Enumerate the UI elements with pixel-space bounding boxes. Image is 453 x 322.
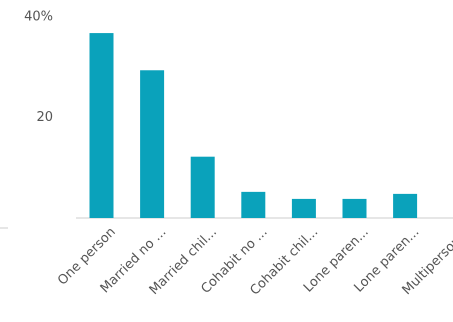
y-tick-label: 20	[36, 110, 53, 125]
y-tick-label: 40%	[24, 10, 53, 25]
bar	[241, 191, 266, 218]
bar	[190, 156, 215, 218]
bar	[291, 198, 316, 218]
bar	[342, 198, 367, 218]
bar	[393, 193, 418, 218]
bar	[89, 33, 114, 218]
bar	[140, 70, 165, 218]
